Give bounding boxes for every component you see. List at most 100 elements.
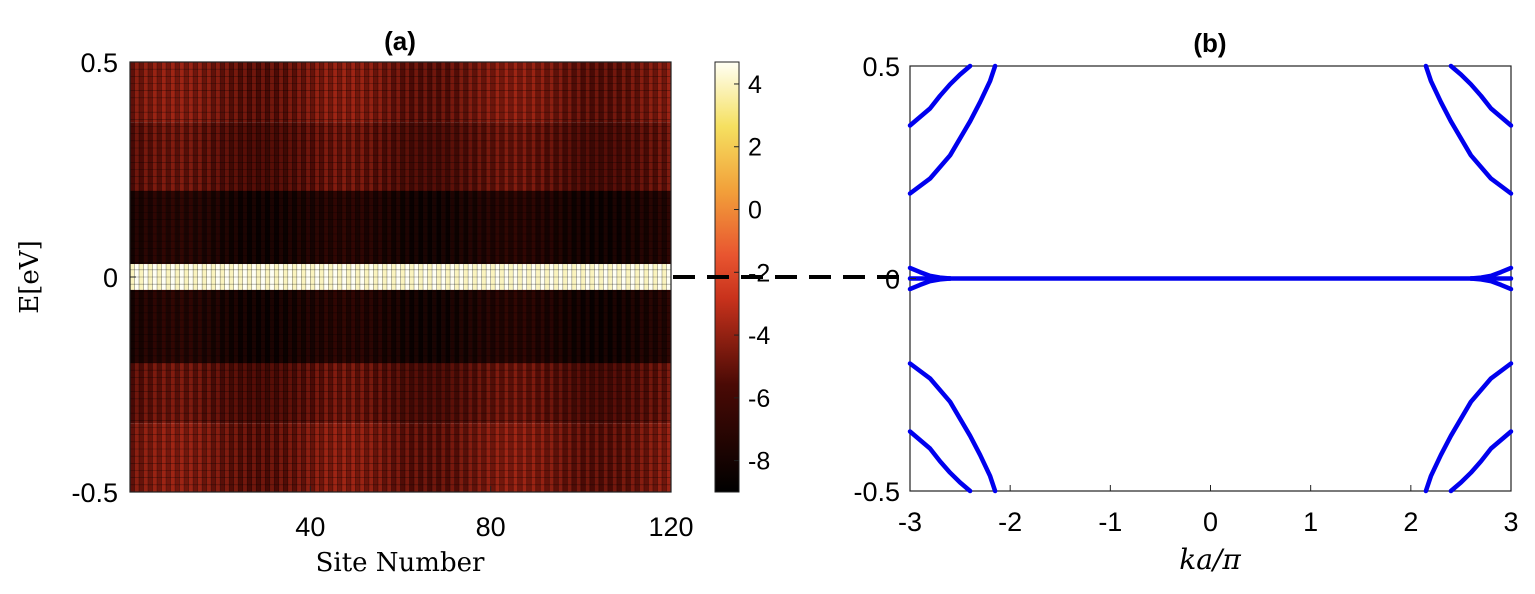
- heatmap-cell: [310, 122, 316, 191]
- heatmap-cell: [359, 122, 365, 191]
- heatmap-cell: [576, 264, 582, 290]
- heatmap-cell: [481, 264, 487, 290]
- heatmap-cell: [382, 423, 388, 492]
- heatmap-cell: [526, 122, 532, 191]
- heatmap-cell: [224, 363, 230, 424]
- heatmap-cell: [598, 289, 604, 363]
- heatmap-cell: [531, 289, 537, 363]
- heatmap-cell: [152, 363, 158, 424]
- heatmap-cell: [193, 363, 198, 424]
- heatmap-cell: [531, 191, 537, 265]
- heatmap-cell: [206, 289, 212, 363]
- heatmap-cell: [400, 289, 406, 363]
- heatmap-cell: [648, 264, 654, 290]
- heatmap-cell: [472, 191, 478, 265]
- colorbar-tick-label: 4: [748, 71, 762, 99]
- x-tick-label: 120: [648, 512, 693, 542]
- heatmap-cell: [332, 264, 338, 290]
- heatmap-cell: [256, 191, 262, 265]
- heatmap-cell: [648, 289, 654, 363]
- heatmap-cell: [211, 122, 216, 191]
- heatmap-cell: [634, 264, 640, 290]
- panel-a-title: (a): [384, 26, 416, 56]
- heatmap-cell: [468, 191, 473, 265]
- heatmap-cell: [323, 264, 329, 290]
- panel-b-title: (b): [1193, 28, 1226, 58]
- heatmap-cell: [355, 191, 361, 265]
- heatmap-cell: [184, 289, 189, 363]
- heatmap-cell: [621, 289, 627, 363]
- heatmap-cell: [391, 191, 397, 265]
- heatmap-cell: [202, 264, 207, 290]
- heatmap-cell: [337, 191, 343, 265]
- heatmap-cell: [143, 122, 149, 191]
- heatmap-cell: [130, 363, 135, 424]
- heatmap-cell: [616, 191, 622, 265]
- heatmap-cell: [301, 363, 307, 424]
- heatmap-cell: [580, 423, 586, 492]
- heatmap-cell: [301, 191, 307, 265]
- heatmap-cell: [386, 191, 392, 265]
- heatmap-cell: [251, 122, 257, 191]
- heatmap-cell: [625, 423, 631, 492]
- heatmap-cell: [477, 289, 482, 363]
- heatmap-cell: [544, 423, 550, 492]
- heatmap-cell: [576, 62, 582, 123]
- heatmap-cell: [283, 363, 289, 424]
- heatmap-cell: [603, 62, 609, 123]
- heatmap-cell: [377, 423, 383, 492]
- heatmap-cell: [639, 122, 645, 191]
- heatmap-cell: [238, 62, 244, 123]
- heatmap-cell: [580, 363, 586, 424]
- heatmap-cell: [260, 62, 266, 123]
- heatmap-cell: [594, 122, 600, 191]
- y-tick-label: 0.5: [862, 52, 900, 82]
- heatmap-cell: [441, 191, 446, 265]
- heatmap-cell: [368, 423, 374, 492]
- heatmap-cell: [188, 62, 194, 123]
- heatmap-cell: [350, 264, 356, 290]
- heatmap-cell: [328, 62, 334, 123]
- heatmap-cell: [161, 122, 167, 191]
- heatmap-cell: [576, 122, 582, 191]
- heatmap-cell: [634, 191, 640, 265]
- heatmap-cell: [337, 122, 343, 191]
- heatmap-cell: [414, 363, 419, 424]
- heatmap-cell: [463, 423, 469, 492]
- heatmap-cell: [215, 191, 221, 265]
- heatmap-cell: [540, 264, 546, 290]
- heatmap-cell: [666, 363, 672, 424]
- heatmap-cell: [441, 62, 446, 123]
- heatmap-cell: [161, 423, 167, 492]
- heatmap-cell: [238, 264, 244, 290]
- panel-b-x-label: ka/π: [1179, 543, 1241, 576]
- heatmap-cell: [314, 191, 320, 265]
- heatmap-cell: [179, 289, 185, 363]
- heatmap-cell: [328, 264, 334, 290]
- panel-b: (b) -0.5 0 0.5 -3 -2 -1 0 1 2 3 ka/π: [853, 28, 1518, 576]
- heatmap-cell: [346, 191, 352, 265]
- heatmap-cell: [292, 122, 298, 191]
- heatmap-cell: [666, 62, 672, 123]
- heatmap-cell: [558, 122, 564, 191]
- heatmap-cell: [540, 289, 546, 363]
- heatmap-cell: [558, 264, 564, 290]
- heatmap-cell: [179, 264, 185, 290]
- heatmap-cell: [418, 191, 424, 265]
- heatmap-cell: [423, 423, 428, 492]
- band-line: [907, 429, 973, 494]
- heatmap-cell: [260, 191, 266, 265]
- heatmap-cell: [472, 122, 478, 191]
- heatmap-cell: [274, 264, 280, 290]
- heatmap-cell: [468, 264, 473, 290]
- heatmap-cell: [175, 363, 180, 424]
- heatmap-cell: [278, 264, 284, 290]
- heatmap-cell: [377, 62, 383, 123]
- heatmap-cell: [612, 423, 618, 492]
- colorbar-tick-label: -6: [748, 385, 770, 413]
- heatmap-cell: [373, 191, 379, 265]
- heatmap-cell: [341, 264, 347, 290]
- heatmap-cell: [652, 122, 658, 191]
- heatmap-cell: [567, 122, 573, 191]
- heatmap-cell: [513, 363, 519, 424]
